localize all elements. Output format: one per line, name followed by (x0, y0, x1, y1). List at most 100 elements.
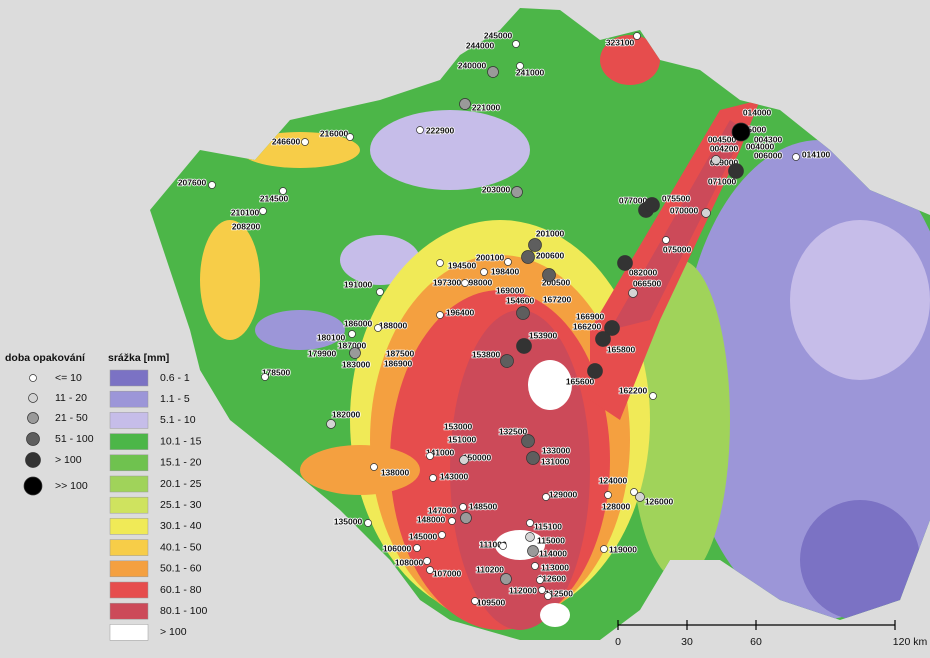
station-label: 191000 (344, 279, 373, 289)
station-marker (438, 531, 446, 539)
station-marker (633, 32, 641, 40)
station-marker (436, 259, 444, 267)
station-label: 004200 (710, 143, 739, 153)
station-label: 112500 (545, 588, 573, 598)
station-label: 207600 (178, 177, 207, 187)
station-label: 153000 (444, 421, 473, 431)
station-label: 111000 (479, 539, 507, 549)
legend-label: 40.1 - 50 (160, 541, 202, 553)
station-marker (480, 268, 488, 276)
legend-label: <= 10 (55, 372, 82, 384)
legend-swatch (109, 454, 149, 472)
station-marker (531, 562, 539, 570)
station-label: 107000 (433, 568, 462, 578)
station-label: 169000 (496, 285, 525, 295)
scale-label: 0 (615, 636, 621, 648)
legend-marker (28, 393, 38, 403)
station-marker (587, 363, 603, 379)
station-marker (259, 207, 267, 215)
station-label: 203000 (482, 184, 511, 194)
station-marker (349, 347, 361, 359)
legend-label: 25.1 - 30 (160, 499, 202, 511)
station-label: 201000 (536, 228, 565, 238)
station-label: 115000 (537, 535, 565, 545)
station-marker (516, 306, 530, 320)
station-marker (436, 311, 444, 319)
station-label: 070000 (670, 205, 699, 215)
station-marker (500, 573, 512, 585)
legend-swatch (109, 624, 149, 641)
station-marker (376, 288, 384, 296)
station-label: 182000 (332, 409, 361, 419)
station-label: 216000 (320, 128, 349, 138)
legend-swatch (109, 412, 149, 429)
station-label: 014000 (743, 107, 772, 117)
station-marker (635, 492, 645, 502)
legend-label: > 100 (160, 626, 187, 638)
station-label: 198000 (464, 277, 493, 287)
station-label: 066500 (633, 278, 662, 288)
station-label: 132500 (499, 426, 528, 436)
station-marker (504, 258, 512, 266)
legend-marker (27, 412, 39, 424)
legend-label: 10.1 - 15 (160, 435, 202, 447)
station-marker (604, 491, 612, 499)
station-marker (326, 419, 336, 429)
station-label: 109500 (477, 597, 506, 607)
legend-label: 60.1 - 80 (160, 584, 202, 596)
station-marker (364, 519, 372, 527)
station-marker (423, 557, 431, 565)
station-marker (644, 197, 660, 213)
legend-swatch (109, 602, 149, 620)
station-label: 194500 (448, 260, 477, 270)
station-marker (521, 434, 535, 448)
station-marker (301, 138, 309, 146)
station-label: 114000 (539, 548, 567, 558)
legend-swatch (109, 560, 149, 578)
station-label: 112000 (509, 585, 537, 595)
scale-label: 30 (681, 636, 693, 648)
station-marker (536, 576, 544, 584)
legend-marker (29, 374, 37, 382)
station-marker (416, 126, 424, 134)
station-label: 115100 (534, 521, 562, 531)
station-label: 323100 (606, 37, 635, 47)
legend-label: 11 - 20 (55, 392, 87, 404)
station-label: 108000 (395, 557, 424, 567)
station-label: 004500 (708, 134, 737, 144)
station-marker (279, 187, 287, 195)
station-marker (499, 542, 507, 550)
station-marker (728, 163, 744, 179)
station-label: 133000 (542, 445, 571, 455)
legend-swatch (109, 581, 149, 599)
station-marker (538, 586, 546, 594)
station-marker (649, 392, 657, 400)
station-marker (731, 122, 751, 142)
legend-label: 50.1 - 60 (160, 563, 202, 575)
station-label: 014100 (802, 149, 831, 159)
station-marker (542, 268, 556, 282)
legend-swatch (109, 518, 149, 535)
station-label: 166200 (573, 321, 602, 331)
station-label: 138000 (381, 467, 410, 477)
station-label: 187500 (386, 348, 415, 358)
station-label: 112600 (538, 573, 566, 583)
station-marker (792, 153, 800, 161)
legend-label: >> 100 (55, 480, 88, 492)
station-label: 200500 (542, 277, 571, 287)
station-label: 187000 (338, 340, 367, 350)
legend-swatch (109, 539, 149, 556)
station-marker (459, 455, 469, 465)
station-label: 126000 (645, 496, 674, 506)
station-label: 210100 (231, 207, 260, 217)
station-marker (346, 133, 354, 141)
station-label: 075000 (663, 244, 692, 254)
station-label: 069000 (710, 157, 739, 167)
station-label: 141000 (426, 447, 455, 457)
station-marker (600, 545, 608, 553)
station-label: 004300 (754, 134, 783, 144)
station-marker (471, 597, 479, 605)
station-marker (528, 238, 542, 252)
legend-label: 0.6 - 1 (160, 372, 190, 384)
station-label: 186900 (384, 358, 413, 368)
